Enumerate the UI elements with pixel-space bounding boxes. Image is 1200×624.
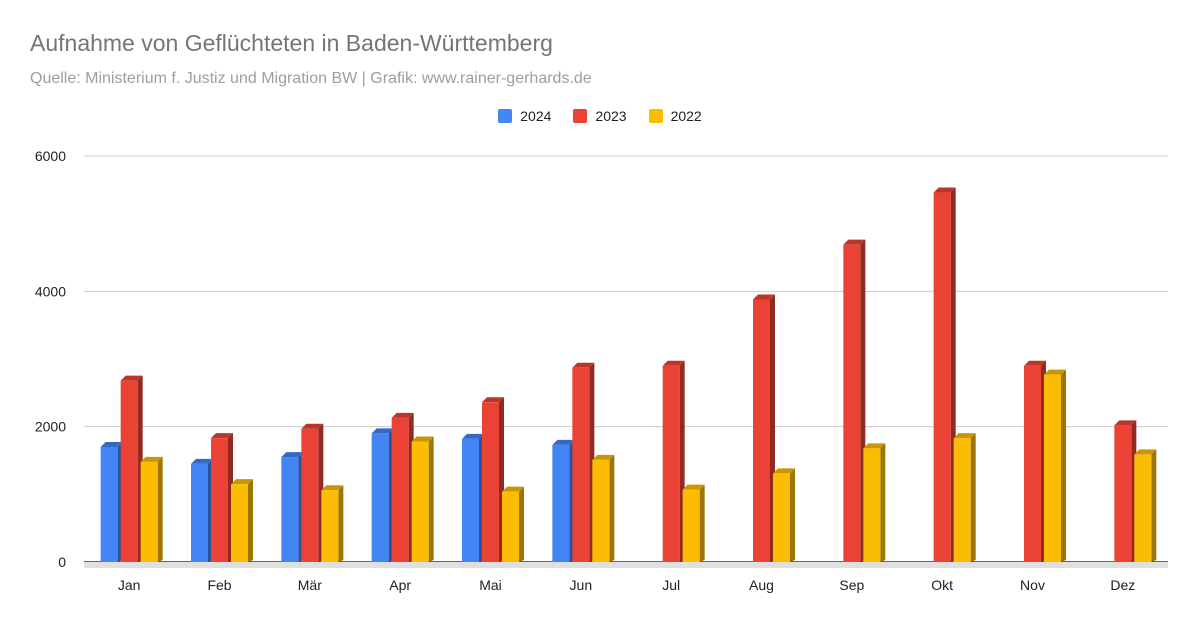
x-tick-label-Jan: Jan: [118, 577, 141, 593]
bar-2022-Feb[interactable]: [231, 479, 253, 562]
bar-2023-Jul[interactable]: [662, 360, 685, 562]
x-tick-label-Apr: Apr: [389, 577, 411, 593]
bar-2023-Okt[interactable]: [933, 187, 956, 563]
x-tick-label-Mai: Mai: [479, 577, 502, 593]
legend-swatch-2022: [648, 109, 663, 123]
y-tick-label-2000: 2000: [35, 419, 66, 435]
legend-swatch-2024: [498, 109, 513, 123]
x-axis-labels: Jan Feb Mär Apr Mai Jun Jul Aug Sep Okt Nov Dez: [118, 577, 1135, 593]
bar-2024-Mai[interactable]: [462, 433, 484, 562]
legend-item-2023[interactable]: 2023: [573, 108, 627, 124]
x-tick-label-Mär: Mär: [298, 577, 322, 593]
bar-2022-Mär[interactable]: [321, 485, 344, 562]
x-tick-label-Aug: Aug: [749, 577, 774, 593]
bar-2023-Sep[interactable]: [843, 239, 866, 563]
bar-2024-Apr[interactable]: [371, 428, 394, 562]
bar-2023-Mär[interactable]: [301, 423, 324, 562]
x-tick-label-Nov: Nov: [1020, 577, 1045, 593]
bar-2023-Apr[interactable]: [391, 412, 414, 562]
bar-2023-Jan[interactable]: [120, 375, 143, 562]
bar-2023-Feb[interactable]: [211, 433, 233, 562]
bar-2022-Mai[interactable]: [502, 486, 524, 562]
legend-item-2022[interactable]: 2022: [648, 108, 702, 124]
y-tick-label-6000: 6000: [35, 148, 66, 164]
x-tick-label-Jun: Jun: [570, 577, 593, 593]
bar-2022-Jul[interactable]: [682, 484, 705, 562]
chart-title: Aufnahme von Geflüchteten in Baden-Württ…: [30, 30, 553, 56]
bar-2022-Dez[interactable]: [1134, 449, 1157, 562]
x-tick-label-Okt: Okt: [931, 577, 953, 593]
bar-2023-Dez[interactable]: [1114, 420, 1137, 562]
bar-2023-Jun[interactable]: [572, 362, 595, 562]
bar-2022-Jun[interactable]: [592, 454, 615, 562]
bar-2024-Jun[interactable]: [552, 439, 575, 562]
bar-2023-Aug[interactable]: [753, 294, 775, 562]
chart-legend: 2024 2023 2022: [0, 108, 1200, 124]
bar-2024-Mär[interactable]: [281, 452, 304, 562]
gridlines: [84, 155, 1168, 568]
chart-subtitle: Quelle: Ministerium f. Justiz und Migrat…: [30, 70, 592, 87]
x-tick-label-Dez: Dez: [1110, 577, 1135, 593]
bar-2023-Nov[interactable]: [1024, 360, 1046, 562]
legend-item-2024[interactable]: 2024: [498, 108, 551, 124]
bar-2022-Okt[interactable]: [953, 433, 976, 562]
bar-2024-Jan[interactable]: [100, 441, 123, 562]
x-tick-label-Feb: Feb: [207, 577, 231, 593]
bar-2022-Aug[interactable]: [773, 468, 795, 562]
y-tick-label-4000: 4000: [35, 283, 66, 299]
chart-floor: [84, 562, 1168, 568]
legend-label-2022: 2022: [670, 108, 702, 124]
bars: [100, 187, 1157, 563]
bar-2022-Sep[interactable]: [863, 443, 886, 562]
bar-2022-Apr[interactable]: [411, 436, 434, 562]
y-axis-labels: 0 2000 4000 6000: [35, 148, 66, 570]
bar-2022-Nov[interactable]: [1044, 369, 1066, 562]
legend-label-2023: 2023: [595, 108, 627, 124]
bar-2022-Jan[interactable]: [140, 456, 163, 562]
bar-2023-Mai[interactable]: [482, 397, 504, 562]
y-tick-label-0: 0: [58, 554, 66, 570]
bar-2024-Feb[interactable]: [191, 458, 213, 562]
legend-label-2024: 2024: [520, 108, 552, 124]
x-tick-label-Jul: Jul: [662, 577, 680, 593]
legend-swatch-2023: [573, 109, 588, 123]
x-tick-label-Sep: Sep: [839, 577, 864, 593]
